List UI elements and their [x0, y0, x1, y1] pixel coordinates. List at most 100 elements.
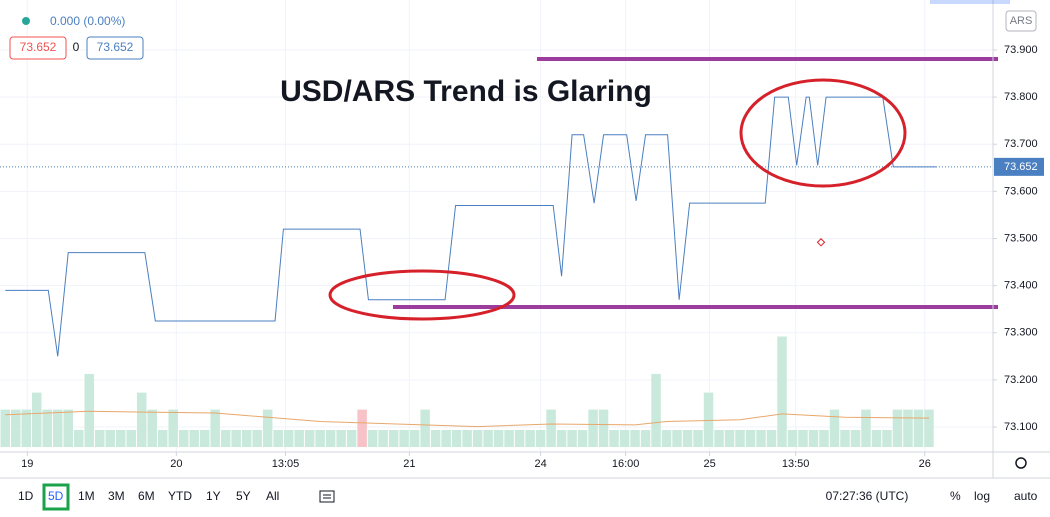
volume-bar: [157, 430, 168, 447]
settings-icon[interactable]: [1015, 457, 1027, 469]
volume-bar: [756, 430, 766, 447]
volume-bar: [210, 409, 220, 447]
last-price-box: [994, 157, 1044, 176]
volume-bar: [115, 430, 126, 447]
volume-bar: [588, 409, 598, 447]
volume-bar: [609, 430, 619, 447]
volume-bar: [220, 430, 231, 447]
price-line: [5, 96, 937, 357]
volume-bar: [31, 392, 42, 447]
highlight-ellipse: [739, 78, 907, 188]
range-button[interactable]: 1Y: [206, 489, 221, 503]
volume-bar: [367, 430, 378, 447]
volume-bar: [189, 430, 199, 447]
volume-bar: [346, 430, 357, 447]
x-tick-label: 19: [21, 458, 33, 470]
volume-bar: [724, 430, 735, 447]
top-accent: [930, 0, 1010, 4]
volume-bar: [315, 430, 325, 447]
volume-bar: [409, 430, 420, 447]
toolbar: 1D 5D 1M 3M 6M YTD 1Y 5Y All% log auto: [18, 483, 1038, 511]
range-button[interactable]: 5Y: [236, 489, 251, 503]
volume-ma: [5, 410, 929, 428]
currency: ARS: [1010, 15, 1033, 27]
volume-bar: [703, 392, 714, 447]
volume-bar: [514, 430, 525, 447]
volume-bar: [10, 409, 21, 447]
volume-bar: [777, 336, 787, 447]
volume-bar: [21, 409, 31, 447]
icon-part: [319, 490, 335, 503]
volume-bar: [399, 430, 409, 447]
scale-option[interactable]: auto: [1014, 489, 1038, 503]
volume-bar: [388, 430, 399, 447]
volume-bar: [714, 430, 724, 447]
volume-bar: [147, 409, 157, 447]
range-button[interactable]: 6M: [138, 489, 155, 503]
x-tick-label: 26: [919, 458, 931, 470]
range-button[interactable]: YTD: [168, 489, 192, 503]
x-tick-label: 16:00: [612, 458, 640, 470]
range-button[interactable]: 5D: [48, 489, 64, 503]
volume-bar: [441, 430, 451, 447]
range-button[interactable]: 3M: [108, 489, 125, 503]
volume-bar: [651, 373, 661, 447]
volume-bar: [546, 409, 556, 447]
volume-bar: [504, 430, 514, 447]
volume-bar: [640, 430, 651, 447]
y-tick-label: 73.500: [1004, 232, 1038, 244]
volume-bar: [357, 409, 367, 447]
volume-bar: [556, 430, 567, 447]
range-button[interactable]: 1D: [18, 489, 34, 503]
status-dot: [22, 17, 30, 25]
scale-option[interactable]: %: [950, 489, 961, 503]
x-tick-label: 25: [703, 458, 715, 470]
y-tick-label: 73.400: [1004, 280, 1038, 292]
volume-bar: [126, 430, 136, 447]
volume-bar: [598, 409, 609, 447]
volume-bar: [294, 430, 304, 447]
x-tick-label: 21: [403, 458, 415, 470]
volume-bar: [420, 409, 430, 447]
volume-bar: [861, 409, 871, 447]
volume-bar: [84, 373, 94, 447]
currency-box: [1005, 10, 1037, 32]
scale-option[interactable]: log: [974, 489, 990, 503]
volume-bar: [892, 409, 903, 447]
volume-bar: [798, 430, 808, 447]
x-tick-label: 24: [534, 458, 546, 470]
volume-bar: [808, 430, 819, 447]
y-tick-label: 73.700: [1004, 138, 1038, 150]
compare-icon[interactable]: [319, 490, 335, 503]
volume-bar: [787, 430, 798, 447]
x-tick-label: 13:50: [782, 458, 810, 470]
volume-bar: [94, 430, 105, 447]
last-price-label: 73.652: [1004, 161, 1038, 173]
volume-bar: [168, 409, 178, 447]
volume-bar: [903, 409, 913, 447]
volume-bar: [304, 430, 315, 447]
clock: 07:27:36 (UTC): [826, 489, 909, 503]
volume-bar: [913, 409, 924, 447]
x-tick-label: 20: [170, 458, 182, 470]
volume-bar: [840, 430, 850, 447]
volume-bar: [693, 430, 703, 447]
volume-bar: [273, 430, 283, 447]
range-button[interactable]: 1M: [78, 489, 95, 503]
volume-bar: [63, 409, 73, 447]
volume-bar: [252, 430, 262, 447]
bid-box: [9, 36, 67, 60]
volume-bar: [42, 409, 52, 447]
price-pane: [0, 96, 993, 357]
highlight-ellipse: [328, 269, 516, 321]
volume-bar: [829, 409, 840, 447]
range-button[interactable]: All: [266, 489, 279, 503]
marker: [816, 238, 826, 247]
y-tick-label: 73.300: [1004, 327, 1038, 339]
volume-bar: [924, 409, 934, 447]
volume-bar: [241, 430, 252, 447]
selected-range-box: [42, 483, 70, 511]
volume-bar: [336, 430, 346, 447]
volume-bar: [136, 392, 147, 447]
